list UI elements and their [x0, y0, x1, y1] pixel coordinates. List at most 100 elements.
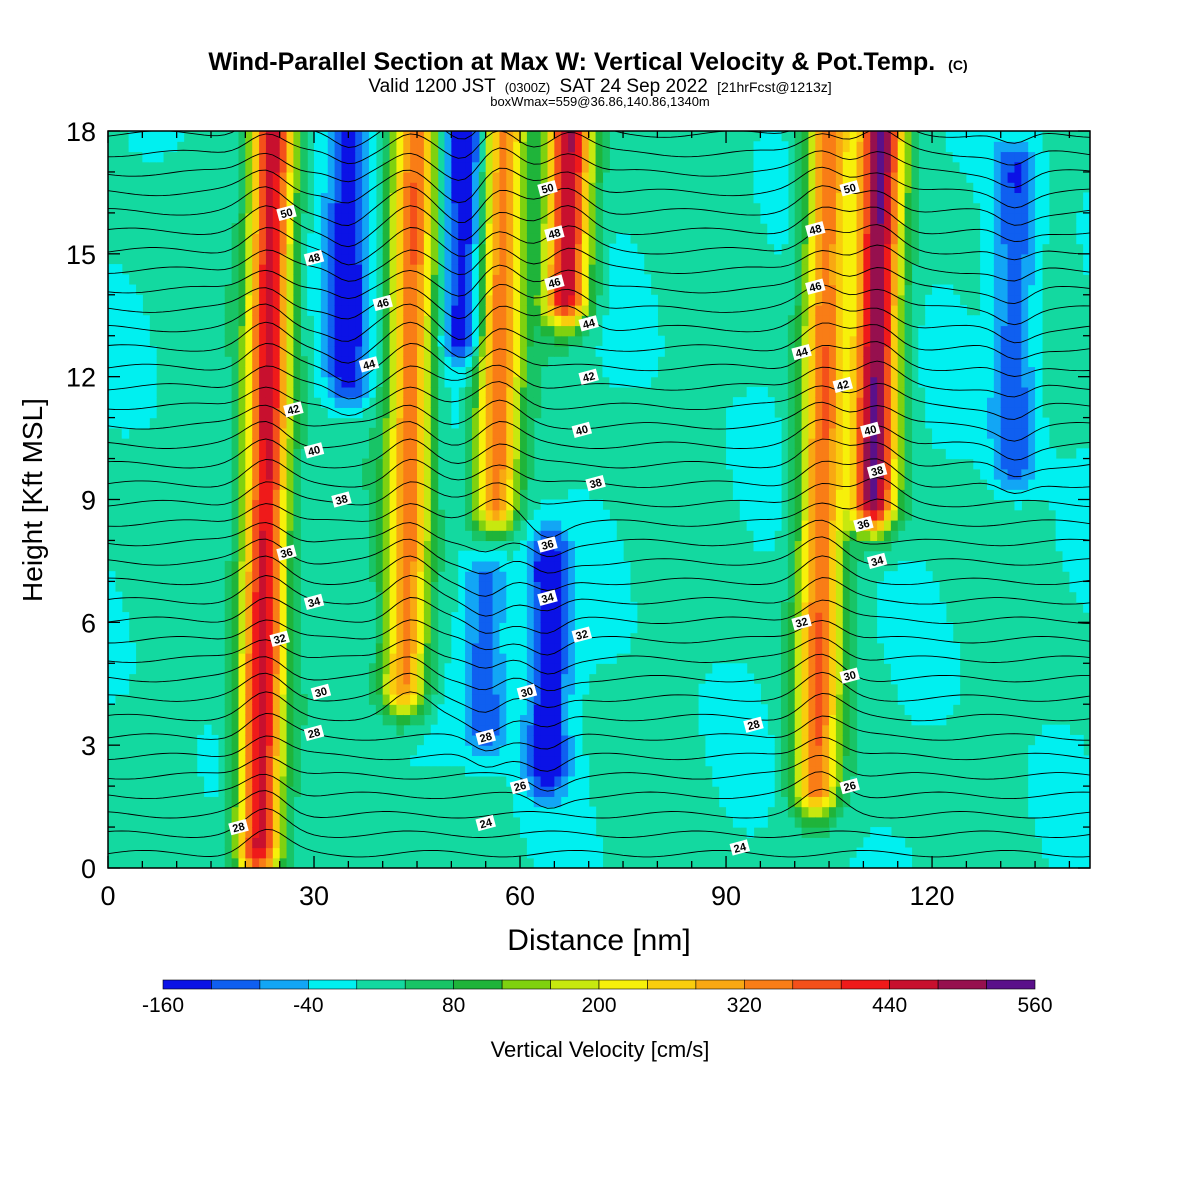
velocity-cell — [849, 356, 858, 368]
velocity-cell — [320, 397, 329, 408]
velocity-cell — [451, 356, 459, 368]
velocity-cell — [801, 141, 810, 153]
velocity-cell — [856, 458, 864, 470]
velocity-cell — [794, 212, 803, 224]
velocity-cell — [574, 683, 583, 695]
velocity-cell — [574, 612, 583, 623]
velocity-cell — [238, 581, 246, 593]
velocity-cell — [396, 571, 404, 582]
velocity-cell — [245, 386, 253, 398]
velocity-cell — [135, 315, 143, 327]
velocity-cell — [492, 366, 501, 378]
velocity-cell — [980, 335, 988, 347]
velocity-cell — [417, 571, 425, 582]
velocity-cell — [114, 642, 123, 654]
velocity-cell — [396, 305, 404, 316]
velocity-cell — [835, 468, 844, 480]
velocity-cell — [815, 673, 823, 685]
velocity-cell — [973, 376, 981, 388]
velocity-cell — [430, 212, 439, 224]
velocity-cell — [506, 212, 514, 224]
velocity-cell — [506, 745, 514, 757]
velocity-cell — [883, 499, 892, 511]
velocity-cell — [423, 540, 432, 552]
velocity-cell — [451, 294, 459, 306]
velocity-cell — [513, 356, 521, 368]
velocity-cell — [849, 571, 858, 582]
velocity-cell — [423, 581, 432, 593]
velocity-cell — [465, 356, 473, 368]
velocity-cell — [925, 325, 933, 337]
velocity-cell — [430, 571, 439, 582]
velocity-cell — [801, 632, 810, 644]
velocity-cell — [334, 243, 343, 255]
velocity-cell — [568, 499, 576, 511]
velocity-cell — [520, 714, 528, 726]
velocity-cell — [760, 448, 768, 460]
velocity-cell — [897, 438, 906, 449]
velocity-cell — [835, 550, 844, 562]
velocity-cell — [938, 683, 947, 695]
velocity-cell — [993, 366, 1002, 378]
velocity-cell — [252, 571, 260, 582]
velocity-cell — [623, 581, 631, 593]
velocity-cell — [423, 223, 432, 234]
velocity-cell — [403, 458, 411, 470]
velocity-cell — [890, 233, 899, 245]
velocity-cell — [320, 161, 329, 173]
velocity-cell — [108, 397, 116, 408]
velocity-cell — [890, 182, 899, 194]
velocity-cell — [794, 386, 803, 398]
velocity-cell — [492, 315, 501, 327]
velocity-cell — [911, 223, 919, 234]
velocity-cell — [417, 192, 425, 204]
velocity-cell — [231, 847, 240, 859]
velocity-cell — [945, 131, 954, 142]
velocity-cell — [224, 294, 233, 306]
velocity-cell — [925, 704, 933, 716]
velocity-cell — [568, 622, 576, 634]
velocity-cell — [780, 673, 789, 685]
velocity-cell — [492, 356, 501, 368]
velocity-cell — [753, 704, 761, 716]
velocity-cell — [451, 212, 459, 224]
velocity-cell — [719, 724, 727, 736]
velocity-cell — [245, 847, 253, 859]
velocity-cell — [863, 212, 871, 224]
velocity-cell — [1007, 325, 1016, 337]
velocity-cell — [870, 847, 878, 859]
velocity-cell — [993, 438, 1002, 449]
velocity-cell — [554, 171, 562, 183]
velocity-cell — [808, 417, 816, 429]
velocity-cell — [842, 540, 851, 552]
velocity-cell — [753, 427, 761, 439]
velocity-cell — [801, 622, 810, 634]
velocity-cell — [142, 335, 150, 347]
velocity-cell — [835, 601, 844, 613]
velocity-cell — [403, 335, 411, 347]
velocity-cell — [471, 417, 480, 429]
velocity-cell — [938, 386, 947, 398]
velocity-cell — [513, 499, 521, 511]
velocity-cell — [808, 806, 816, 818]
velocity-cell — [492, 131, 501, 142]
velocity-cell — [904, 294, 913, 306]
velocity-cell — [883, 448, 892, 460]
velocity-cell — [142, 407, 150, 419]
velocity-cell — [520, 274, 528, 286]
velocity-cell — [204, 724, 212, 736]
velocity-cell — [520, 427, 528, 439]
velocity-cell — [986, 386, 995, 398]
velocity-cell — [108, 571, 116, 582]
velocity-cell — [574, 182, 583, 194]
velocity-cell — [259, 591, 267, 603]
velocity-cell — [252, 345, 260, 357]
velocity-cell — [478, 243, 487, 255]
velocity-cell — [403, 305, 411, 316]
velocity-cell — [973, 417, 981, 429]
velocity-cell — [554, 827, 562, 838]
velocity-cell — [348, 223, 356, 234]
velocity-cell — [526, 591, 535, 603]
velocity-cell — [314, 264, 322, 275]
velocity-cell — [623, 571, 631, 582]
